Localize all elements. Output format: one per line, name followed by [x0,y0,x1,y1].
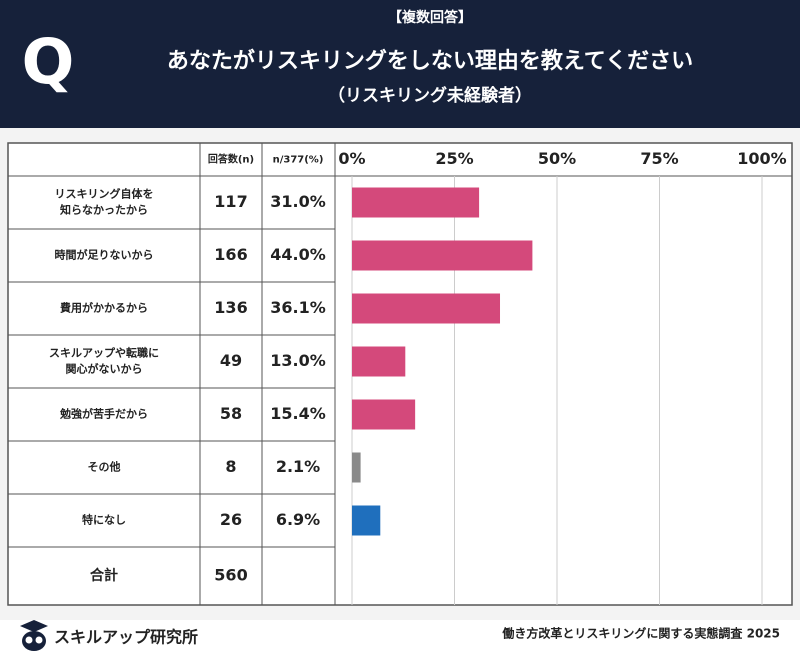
count: 49 [220,351,242,370]
q-mark: Q [22,25,75,98]
count: 8 [225,457,236,476]
logo [20,620,48,651]
bar [352,505,381,536]
x-tick-label: 50% [538,149,576,168]
percent: 15.4% [270,404,326,423]
col-header: 回答数(n) [208,153,254,166]
badge: 【複数回答】 [388,9,472,26]
category-label: 費用がかかるから [59,301,148,315]
bar [352,187,480,218]
x-tick-label: 0% [338,149,365,168]
category-label: リスキリング自体を [55,187,154,201]
total: 560 [214,566,247,585]
title: あなたがリスキリングをしない理由を教えてください [167,48,693,74]
bar [352,240,533,271]
category-label: 知らなかったから [59,203,148,217]
bar [352,452,361,483]
category-label: 時間が足りないから [55,248,154,262]
header-bg [0,0,800,128]
count: 26 [220,510,242,529]
category-label: 関心がないから [66,362,143,376]
x-tick-label: 25% [435,149,473,168]
count: 166 [214,245,247,264]
x-tick-label: 100% [737,149,786,168]
category-label: 勉強が苦手だから [59,407,148,421]
bar [352,346,406,377]
col-header: n/377(%) [273,155,324,166]
count: 117 [214,192,247,211]
percent: 44.0% [270,245,326,264]
total-label: 合計 [90,567,118,584]
subtitle: （リスキリング未経験者） [328,85,532,106]
percent: 13.0% [270,351,326,370]
category-label: その他 [88,460,121,474]
x-tick-label: 75% [640,149,678,168]
count: 58 [220,404,242,423]
percent: 31.0% [270,192,326,211]
source: 働き方改革とリスキリングに関する実態調査 2025 [501,626,780,641]
percent: 2.1% [276,457,320,476]
bar [352,293,501,324]
category-label: 特になし [82,513,126,527]
percent: 6.9% [276,510,320,529]
bar [352,399,416,430]
category-label: スキルアップや転職に [49,346,159,360]
brand: スキルアップ研究所 [54,628,198,647]
count: 136 [214,298,247,317]
percent: 36.1% [270,298,326,317]
